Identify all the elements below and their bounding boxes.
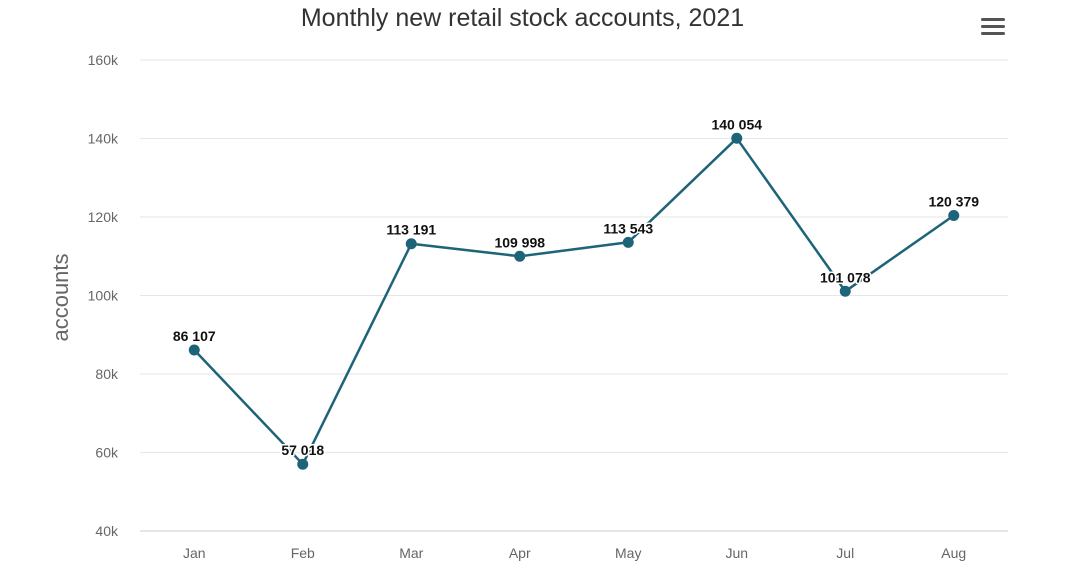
data-label: 86 107 <box>173 328 216 344</box>
x-tick-label: Jan <box>183 545 206 561</box>
menu-bar-middle <box>981 25 1005 28</box>
x-axis-ticks: Jan Feb Mar Apr May Jun Jul Aug <box>183 545 966 561</box>
x-tick-label: Aug <box>941 545 966 561</box>
data-point[interactable] <box>405 238 417 250</box>
x-tick-label: Feb <box>291 545 315 561</box>
y-tick-label: 100k <box>88 288 119 304</box>
y-tick-label: 140k <box>88 131 119 147</box>
y-tick-label: 60k <box>95 445 119 461</box>
x-tick-label: Jul <box>836 545 854 561</box>
data-label: 57 018 <box>281 442 324 458</box>
y-axis-ticks: 40k 60k 80k 100k 120k 140k 160k <box>88 52 119 539</box>
data-point[interactable] <box>948 210 960 222</box>
y-axis-title: accounts <box>48 253 73 341</box>
data-point[interactable] <box>297 458 309 470</box>
menu-bar-bottom <box>981 32 1005 35</box>
data-labels: 86 107 57 018 113 191 109 998 113 543 140 054… <box>171 115 980 460</box>
data-point[interactable] <box>622 236 634 248</box>
menu-bar-top <box>981 18 1005 21</box>
chart-title: Monthly new retail stock accounts, 2021 <box>300 4 745 32</box>
x-tick-label: Mar <box>399 545 423 561</box>
grid-lines <box>140 59 1008 532</box>
x-tick-label: Apr <box>509 545 531 561</box>
y-tick-label: 80k <box>95 366 119 382</box>
data-label: 120 379 <box>928 194 979 210</box>
data-point[interactable] <box>839 285 851 297</box>
data-label: 113 543 <box>603 220 653 236</box>
data-label: 109 998 <box>494 234 545 250</box>
data-label: 140 054 <box>711 116 762 132</box>
x-tick-label: May <box>615 545 641 561</box>
data-label: 101 078 <box>820 269 871 285</box>
data-point[interactable] <box>514 250 526 262</box>
data-point[interactable] <box>731 132 743 144</box>
y-tick-label: 40k <box>95 523 119 539</box>
data-label: 113 191 <box>386 222 436 238</box>
series-accounts <box>188 132 960 470</box>
hamburger-menu-icon[interactable] <box>976 14 1010 40</box>
y-tick-label: 120k <box>88 209 119 225</box>
x-tick-label: Jun <box>725 545 748 561</box>
data-point[interactable] <box>188 344 200 356</box>
y-tick-label: 160k <box>88 52 119 68</box>
series-line <box>193 137 955 466</box>
